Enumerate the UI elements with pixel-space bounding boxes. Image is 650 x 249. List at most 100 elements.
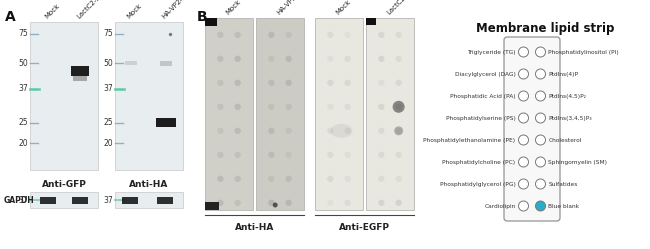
Circle shape bbox=[395, 104, 402, 110]
Circle shape bbox=[285, 80, 292, 86]
Bar bbox=[73, 76, 87, 81]
Circle shape bbox=[268, 176, 274, 182]
Circle shape bbox=[395, 56, 402, 62]
Circle shape bbox=[394, 126, 403, 135]
Circle shape bbox=[519, 179, 528, 189]
Circle shape bbox=[378, 200, 385, 206]
Circle shape bbox=[378, 56, 385, 62]
Circle shape bbox=[344, 56, 351, 62]
Circle shape bbox=[285, 127, 292, 134]
Circle shape bbox=[217, 200, 224, 206]
Circle shape bbox=[536, 91, 545, 101]
Bar bbox=[366, 18, 376, 25]
Circle shape bbox=[395, 80, 402, 86]
Text: Mock: Mock bbox=[44, 3, 61, 20]
Circle shape bbox=[344, 80, 351, 86]
Circle shape bbox=[378, 176, 385, 182]
Circle shape bbox=[285, 176, 292, 182]
Circle shape bbox=[217, 80, 224, 86]
Bar bbox=[156, 118, 176, 127]
Text: Phosphatidic Acid (PA): Phosphatidic Acid (PA) bbox=[450, 94, 515, 99]
Circle shape bbox=[327, 80, 333, 86]
Bar bbox=[160, 61, 172, 66]
FancyBboxPatch shape bbox=[504, 37, 560, 221]
Text: Anti-EGFP: Anti-EGFP bbox=[339, 223, 390, 232]
Circle shape bbox=[395, 152, 402, 158]
Text: Sulfatides: Sulfatides bbox=[549, 182, 578, 187]
Bar bbox=[122, 196, 138, 203]
Circle shape bbox=[327, 176, 333, 182]
Text: Phosphatidylethanolamine (PE): Phosphatidylethanolamine (PE) bbox=[423, 137, 515, 142]
Circle shape bbox=[536, 47, 545, 57]
Circle shape bbox=[327, 127, 333, 134]
Circle shape bbox=[273, 202, 278, 207]
Bar bbox=[30, 192, 98, 208]
Circle shape bbox=[217, 176, 224, 182]
Circle shape bbox=[235, 32, 241, 38]
Circle shape bbox=[327, 56, 333, 62]
Circle shape bbox=[268, 200, 274, 206]
Circle shape bbox=[217, 56, 224, 62]
Circle shape bbox=[217, 127, 224, 134]
Circle shape bbox=[217, 152, 224, 158]
Circle shape bbox=[327, 152, 333, 158]
Text: Mock: Mock bbox=[225, 0, 242, 16]
Circle shape bbox=[235, 56, 241, 62]
Bar bbox=[72, 196, 88, 203]
Circle shape bbox=[285, 200, 292, 206]
Circle shape bbox=[268, 152, 274, 158]
Bar bbox=[115, 22, 183, 170]
Circle shape bbox=[268, 32, 274, 38]
Circle shape bbox=[285, 104, 292, 110]
Text: Anti-GFP: Anti-GFP bbox=[42, 180, 86, 189]
Text: Blue blank: Blue blank bbox=[549, 203, 580, 208]
Text: Phosphatidylinositol (PI): Phosphatidylinositol (PI) bbox=[549, 50, 619, 55]
Circle shape bbox=[378, 104, 385, 110]
Bar bbox=[71, 66, 89, 76]
Text: HA-VP24: HA-VP24 bbox=[276, 0, 301, 16]
Text: 37: 37 bbox=[103, 195, 113, 204]
Bar bbox=[315, 18, 363, 210]
Text: Triglyceride (TG): Triglyceride (TG) bbox=[467, 50, 515, 55]
Text: 50: 50 bbox=[18, 59, 28, 68]
Circle shape bbox=[519, 135, 528, 145]
Circle shape bbox=[519, 113, 528, 123]
Text: Anti-HA: Anti-HA bbox=[129, 180, 169, 189]
Text: A: A bbox=[5, 10, 16, 24]
Text: 37: 37 bbox=[18, 195, 28, 204]
Text: 20: 20 bbox=[18, 139, 28, 148]
Text: LactC2-EGFP: LactC2-EGFP bbox=[76, 0, 111, 20]
Text: PtdIns(3,4,5)P₃: PtdIns(3,4,5)P₃ bbox=[549, 116, 592, 121]
Text: Membrane lipid strip: Membrane lipid strip bbox=[476, 22, 614, 35]
Circle shape bbox=[395, 176, 402, 182]
Text: PtdIns(4)P: PtdIns(4)P bbox=[549, 71, 578, 76]
Circle shape bbox=[268, 104, 274, 110]
Ellipse shape bbox=[330, 124, 352, 138]
Circle shape bbox=[285, 56, 292, 62]
Circle shape bbox=[519, 91, 528, 101]
Circle shape bbox=[268, 56, 274, 62]
Circle shape bbox=[519, 47, 528, 57]
Text: Phosphatidylglycerol (PG): Phosphatidylglycerol (PG) bbox=[439, 182, 515, 187]
Circle shape bbox=[235, 80, 241, 86]
Circle shape bbox=[395, 200, 402, 206]
Circle shape bbox=[378, 152, 385, 158]
Circle shape bbox=[536, 69, 545, 79]
Circle shape bbox=[217, 32, 224, 38]
Circle shape bbox=[268, 80, 274, 86]
Circle shape bbox=[519, 201, 528, 211]
Circle shape bbox=[536, 135, 545, 145]
Circle shape bbox=[285, 152, 292, 158]
Circle shape bbox=[395, 32, 402, 38]
Text: Sphingomyelin (SM): Sphingomyelin (SM) bbox=[549, 160, 608, 165]
Circle shape bbox=[235, 127, 241, 134]
Circle shape bbox=[235, 176, 241, 182]
Text: Anti-HA: Anti-HA bbox=[235, 223, 274, 232]
Bar bbox=[115, 192, 183, 208]
Circle shape bbox=[268, 127, 274, 134]
Circle shape bbox=[344, 200, 351, 206]
Circle shape bbox=[378, 127, 385, 134]
Circle shape bbox=[285, 32, 292, 38]
Text: 25: 25 bbox=[103, 118, 113, 127]
Bar bbox=[157, 196, 173, 203]
